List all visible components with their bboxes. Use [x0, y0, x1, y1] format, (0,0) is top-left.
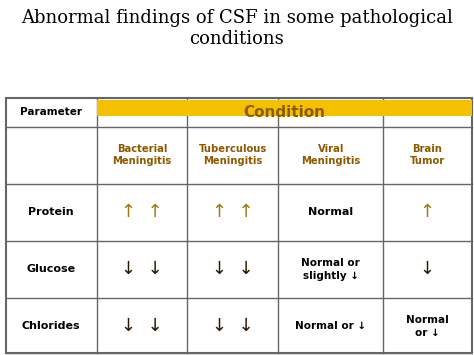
Bar: [6, 98, 472, 353]
Text: ↑: ↑: [420, 203, 435, 221]
Text: ↓: ↓: [420, 260, 435, 278]
Text: ↑  ↑: ↑ ↑: [121, 203, 163, 221]
Text: Condition: Condition: [243, 105, 325, 120]
Text: Parameter: Parameter: [20, 107, 82, 117]
Text: ↑  ↑: ↑ ↑: [212, 203, 254, 221]
Text: ↓  ↓: ↓ ↓: [212, 260, 254, 278]
Text: Normal or
slightly ↓: Normal or slightly ↓: [301, 258, 360, 281]
Text: ↓  ↓: ↓ ↓: [212, 317, 254, 335]
Text: Abnormal findings of CSF in some pathological
conditions: Abnormal findings of CSF in some patholo…: [21, 9, 453, 48]
Text: Normal
or ↓: Normal or ↓: [406, 315, 449, 338]
Text: Glucose: Glucose: [27, 264, 76, 274]
Text: Tuberculous
Meningitis: Tuberculous Meningitis: [199, 144, 267, 166]
Text: Bacterial
Meningitis: Bacterial Meningitis: [112, 144, 172, 166]
Text: Normal: Normal: [308, 207, 353, 217]
Text: ↓  ↓: ↓ ↓: [121, 317, 163, 335]
Text: Brain
Tumor: Brain Tumor: [410, 144, 445, 166]
Bar: [97, 100, 472, 116]
Text: Protein: Protein: [28, 207, 74, 217]
Text: Chlorides: Chlorides: [22, 321, 81, 332]
Text: Normal or ↓: Normal or ↓: [295, 321, 366, 332]
Text: ↓  ↓: ↓ ↓: [121, 260, 163, 278]
Text: Viral
Meningitis: Viral Meningitis: [301, 144, 360, 166]
